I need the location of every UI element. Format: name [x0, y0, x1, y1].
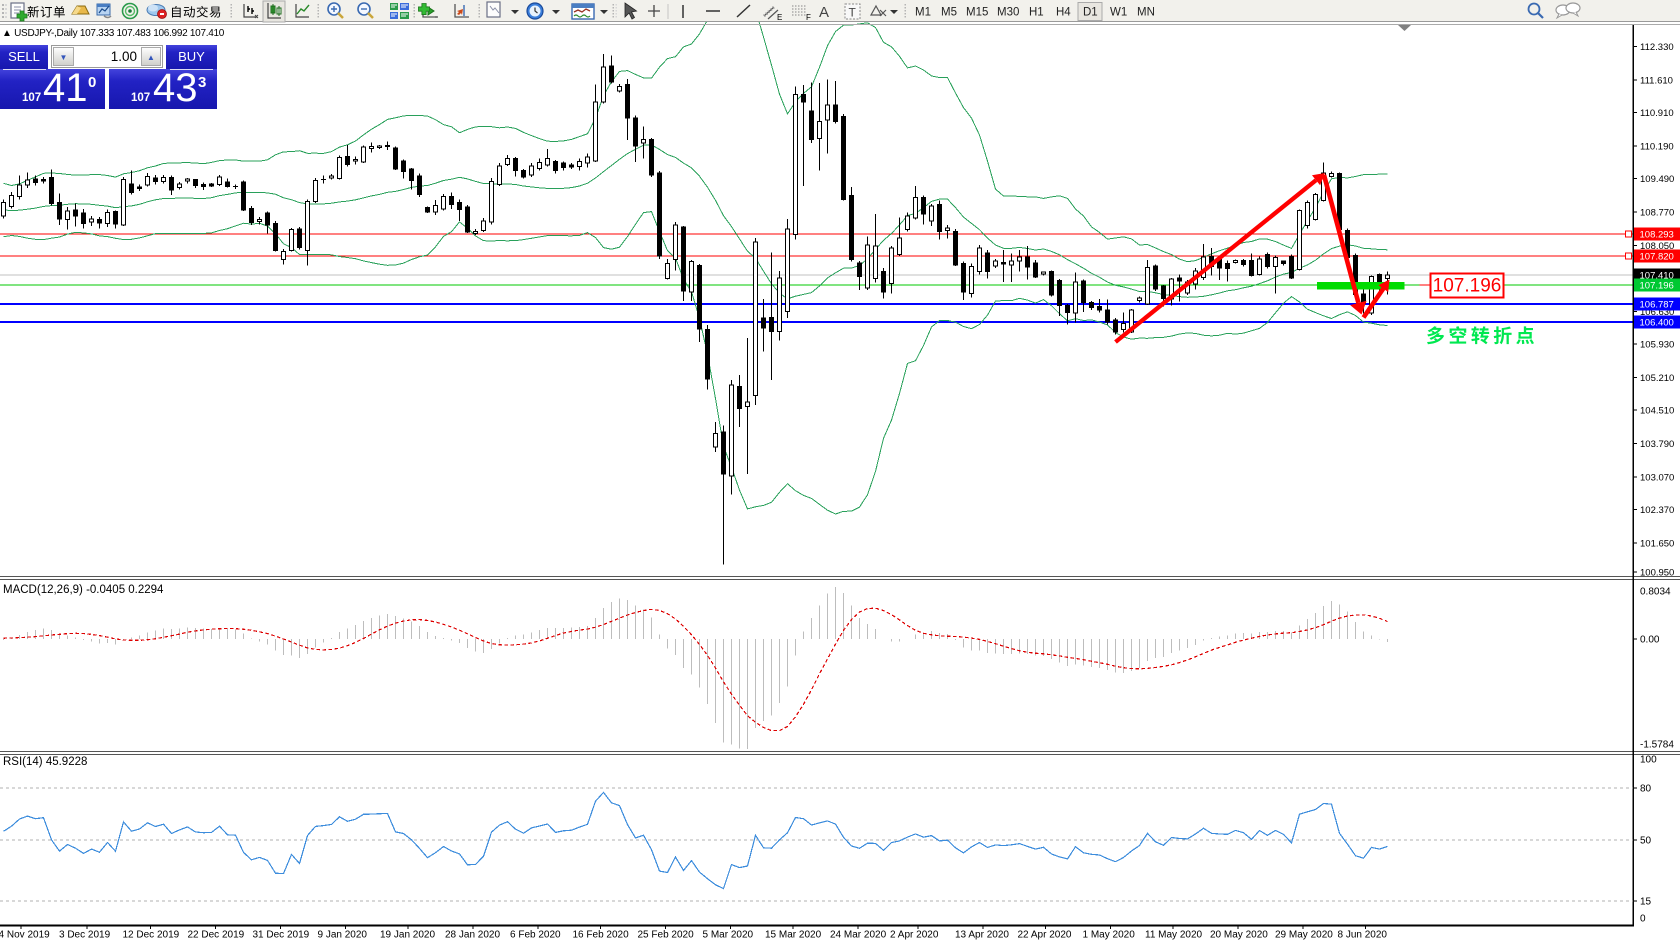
svg-text:104.510: 104.510	[1640, 405, 1674, 416]
svg-text:50: 50	[1640, 836, 1652, 847]
svg-text:M5: M5	[941, 7, 957, 19]
svg-text:31 Dec 2019: 31 Dec 2019	[253, 930, 310, 941]
svg-text:-1.5784: -1.5784	[1640, 740, 1674, 751]
svg-text:MACD(12,26,9) -0.0405 0.2294: MACD(12,26,9) -0.0405 0.2294	[3, 584, 164, 596]
svg-text:22 Dec 2019: 22 Dec 2019	[188, 930, 245, 941]
svg-text:100.950: 100.950	[1640, 568, 1674, 579]
svg-text:M30: M30	[997, 7, 1019, 19]
svg-text:A: A	[819, 4, 829, 21]
svg-text:9 Jan 2020: 9 Jan 2020	[318, 930, 368, 941]
svg-text:24 Nov 2019: 24 Nov 2019	[0, 930, 50, 941]
svg-text:100: 100	[1640, 755, 1657, 766]
svg-text:105.930: 105.930	[1640, 339, 1674, 350]
svg-text:108.770: 108.770	[1640, 207, 1674, 218]
svg-text:110.910: 110.910	[1640, 108, 1674, 119]
svg-text:MN: MN	[1137, 7, 1155, 19]
svg-text:28 Jan 2020: 28 Jan 2020	[445, 930, 500, 941]
svg-text:0.8034: 0.8034	[1640, 587, 1671, 598]
svg-text:107.196: 107.196	[1433, 276, 1502, 297]
svg-text:H1: H1	[1029, 7, 1044, 19]
svg-text:13 Apr 2020: 13 Apr 2020	[955, 930, 1009, 941]
svg-text:2 Apr 2020: 2 Apr 2020	[890, 930, 939, 941]
svg-text:M1: M1	[915, 7, 931, 19]
svg-text:108.050: 108.050	[1640, 241, 1674, 252]
svg-text:109.490: 109.490	[1640, 174, 1674, 185]
svg-text:107.410: 107.410	[1640, 271, 1674, 282]
svg-text:F: F	[806, 13, 811, 22]
svg-text:RSI(14) 45.9228: RSI(14) 45.9228	[3, 756, 87, 768]
svg-text:108.293: 108.293	[1640, 230, 1674, 241]
svg-text:80: 80	[1640, 783, 1652, 794]
svg-text:5 Mar 2020: 5 Mar 2020	[703, 930, 754, 941]
svg-text:107.196: 107.196	[1640, 281, 1674, 292]
svg-text:105.210: 105.210	[1640, 373, 1674, 384]
svg-text:H4: H4	[1056, 7, 1071, 19]
svg-text:111.610: 111.610	[1640, 75, 1673, 86]
svg-text:D1: D1	[1083, 7, 1098, 19]
svg-text:25 Feb 2020: 25 Feb 2020	[638, 930, 695, 941]
svg-text:15: 15	[1640, 896, 1652, 907]
svg-text:101.650: 101.650	[1640, 538, 1674, 549]
svg-text:106.630: 106.630	[1640, 307, 1674, 318]
svg-text:29 May 2020: 29 May 2020	[1275, 930, 1333, 941]
svg-text:1 May 2020: 1 May 2020	[1083, 930, 1136, 941]
svg-text:19 Jan 2020: 19 Jan 2020	[380, 930, 435, 941]
svg-text:12 Dec 2019: 12 Dec 2019	[123, 930, 180, 941]
svg-text:103.790: 103.790	[1640, 439, 1674, 450]
svg-text:106.400: 106.400	[1640, 318, 1674, 329]
svg-text:107.820: 107.820	[1640, 252, 1674, 263]
svg-text:24 Mar 2020: 24 Mar 2020	[830, 930, 887, 941]
svg-text:0.00: 0.00	[1640, 635, 1660, 646]
svg-text:6 Feb 2020: 6 Feb 2020	[510, 930, 561, 941]
svg-text:E: E	[777, 13, 782, 22]
svg-text:22 Apr 2020: 22 Apr 2020	[1018, 930, 1072, 941]
svg-text:8 Jun 2020: 8 Jun 2020	[1338, 930, 1388, 941]
svg-text:3 Dec 2019: 3 Dec 2019	[59, 930, 111, 941]
svg-text:112.330: 112.330	[1640, 42, 1674, 53]
svg-text:106.787: 106.787	[1640, 300, 1674, 311]
svg-text:W1: W1	[1110, 7, 1127, 19]
svg-text:11 May 2020: 11 May 2020	[1145, 930, 1203, 941]
svg-text:16 Feb 2020: 16 Feb 2020	[573, 930, 630, 941]
svg-text:103.070: 103.070	[1640, 472, 1674, 483]
svg-text:20 May 2020: 20 May 2020	[1210, 930, 1268, 941]
svg-text:0: 0	[1640, 914, 1646, 925]
svg-text:T: T	[849, 6, 857, 20]
svg-text:M15: M15	[966, 7, 988, 19]
svg-text:102.370: 102.370	[1640, 505, 1674, 516]
svg-text:110.190: 110.190	[1640, 141, 1674, 152]
svg-text:15 Mar 2020: 15 Mar 2020	[765, 930, 822, 941]
